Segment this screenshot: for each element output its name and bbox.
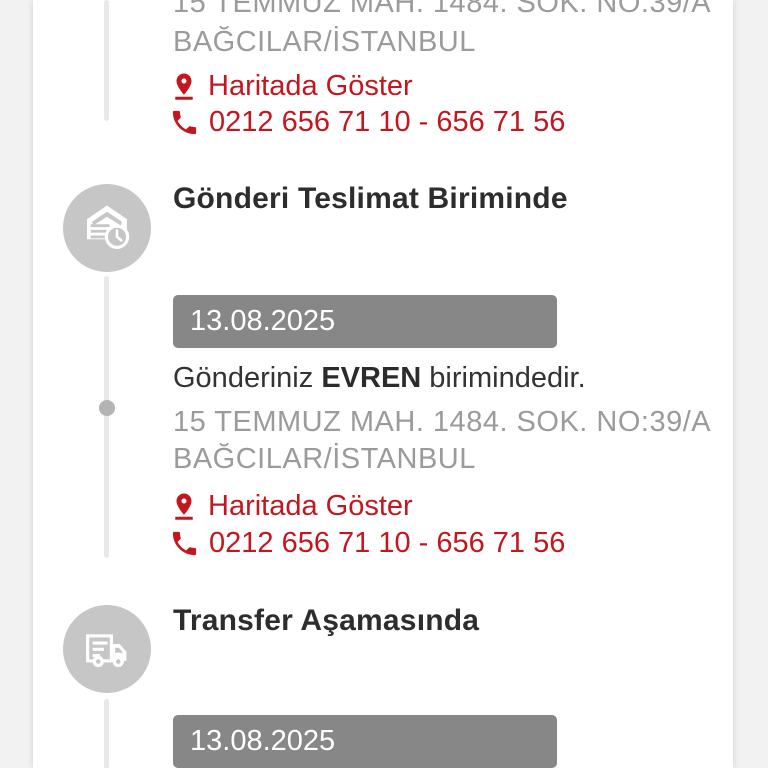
- map-pin-icon: [175, 73, 193, 100]
- timeline-line-segment: [104, 0, 109, 121]
- stage-title: Transfer Aşamasında: [173, 604, 480, 637]
- timeline-line-segment: [104, 699, 109, 768]
- phone-numbers: 0212 656 71 10 - 656 71 56: [209, 106, 566, 138]
- timeline-line-segment: [104, 276, 109, 558]
- phone-numbers: 0212 656 71 10 - 656 71 56: [209, 527, 566, 559]
- show-on-map-label: Haritada Göster: [208, 70, 413, 102]
- address-line: 15 TEMMUZ MAH. 1484. SOK. NO:39/A: [173, 406, 712, 438]
- stage-date-badge: 13.08.2025: [173, 715, 557, 768]
- stage-message-suffix: birimindedir.: [421, 362, 586, 394]
- phone-icon: [172, 531, 197, 555]
- map-pin-icon: [175, 493, 193, 520]
- phone-link[interactable]: 0212 656 71 10 - 656 71 56: [169, 527, 565, 559]
- stage-date: 13.08.2025: [190, 725, 336, 757]
- tracking-timeline-card: 15 TEMMUZ MAH. 1484. SOK. NO:39/A BAĞCIL…: [33, 0, 733, 768]
- stage-message-unit: EVREN: [321, 362, 422, 394]
- timeline-dot: [99, 400, 115, 416]
- stage-date-badge: 13.08.2025: [173, 295, 557, 348]
- stage-icon-circle: [63, 184, 151, 272]
- address-line: BAĞCILAR/İSTANBUL: [173, 443, 476, 475]
- address-line: 15 TEMMUZ MAH. 1484. SOK. NO:39/A: [173, 0, 712, 19]
- stage-message-prefix: Gönderiniz: [173, 362, 322, 394]
- stage-icon-circle: [63, 605, 151, 693]
- stage-message: Gönderiniz EVREN birimindedir.: [173, 360, 586, 396]
- phone-link[interactable]: 0212 656 71 10 - 656 71 56: [169, 106, 565, 138]
- show-on-map-link[interactable]: Haritada Göster: [169, 70, 413, 102]
- stage-date: 13.08.2025: [190, 305, 336, 337]
- warehouse-clock-icon: [87, 205, 130, 249]
- address-line: BAĞCILAR/İSTANBUL: [173, 26, 476, 58]
- truck-icon: [86, 634, 127, 668]
- show-on-map-link[interactable]: Haritada Göster: [169, 490, 413, 522]
- show-on-map-label: Haritada Göster: [208, 490, 413, 522]
- phone-icon: [172, 110, 197, 134]
- stage-title: Gönderi Teslimat Biriminde: [173, 182, 568, 215]
